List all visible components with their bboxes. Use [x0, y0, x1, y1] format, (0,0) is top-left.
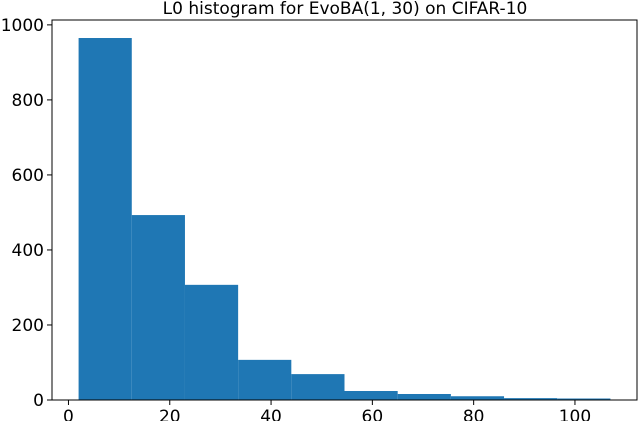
y-tick-label: 200	[12, 316, 44, 336]
bar	[344, 390, 398, 400]
bar	[557, 398, 611, 400]
bar	[238, 359, 292, 400]
bar	[131, 215, 185, 400]
bar	[504, 398, 558, 400]
x-tick-label: 20	[159, 407, 181, 421]
bar	[291, 374, 345, 400]
x-tick-label: 100	[559, 407, 591, 421]
bar	[184, 284, 239, 400]
bar	[397, 393, 451, 400]
plot-frame	[51, 19, 638, 401]
bar	[78, 38, 132, 401]
x-tick-label: 80	[463, 407, 485, 421]
x-tick-label: 0	[63, 407, 74, 421]
bar	[450, 396, 505, 400]
chart-title: L0 histogram for EvoBA(1, 30) on CIFAR-1…	[163, 0, 528, 19]
x-tick-label: 40	[260, 407, 282, 421]
x-tick-label: 60	[362, 407, 384, 421]
y-tick-label: 400	[12, 241, 44, 261]
y-tick-label: 0	[33, 391, 44, 411]
y-tick-label: 600	[12, 166, 44, 186]
y-tick-label: 1000	[1, 16, 44, 36]
y-tick-label: 800	[12, 91, 44, 111]
